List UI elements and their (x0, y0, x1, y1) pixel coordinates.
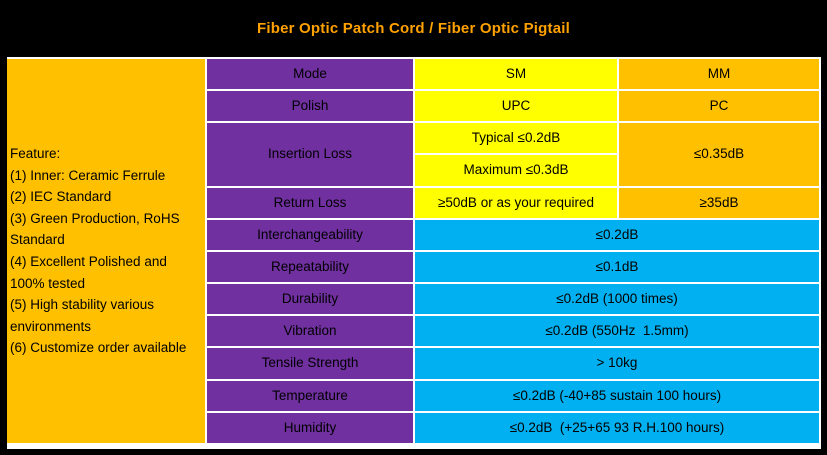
value-tensile-strength: > 10kg (415, 348, 819, 379)
row-label-repeatability: Repeatability (207, 251, 413, 283)
row-label-return-loss: Return Loss (207, 187, 413, 218)
row-label-temperature: Temperature (207, 380, 413, 411)
row-label-interchangeability: Interchangeability (207, 219, 413, 250)
feature-line: (6) Customize order available (10, 340, 187, 356)
value-insertion-loss-typical: Typical ≤0.2dB (415, 123, 617, 154)
row-label-durability: Durability (207, 284, 413, 315)
feature-line: (2) IEC Standard (10, 189, 112, 205)
row-label-vibration: Vibration (207, 316, 413, 347)
feature-line: (1) Inner: Ceramic Ferrule (10, 167, 166, 183)
value-mode-sm: SM (415, 59, 617, 90)
row-label-mode: Mode (207, 59, 413, 90)
value-vibration: ≤0.2dB (550Hz 1.5mm) (415, 316, 819, 347)
page-title: Fiber Optic Patch Cord / Fiber Optic Pig… (256, 20, 570, 37)
value-humidity: ≤0.2dB (+25+65 93 R.H.100 hours) (415, 412, 819, 443)
value-repeatability: ≤0.1dB (415, 251, 819, 283)
row-label-tensile-strength: Tensile Strength (207, 348, 413, 379)
value-interchangeability: ≤0.2dB (415, 219, 819, 250)
value-mode-mm: MM (619, 59, 819, 90)
value-return-loss-mm: ≥35dB (619, 187, 819, 218)
row-label-humidity: Humidity (207, 412, 413, 443)
value-insertion-loss-mm: ≤0.35dB (619, 123, 819, 186)
value-polish-mm: PC (619, 91, 819, 122)
value-durability: ≤0.2dB (1000 times) (415, 284, 819, 315)
spec-table: Feature: (1) Inner: Ceramic Ferrule (2) … (7, 57, 821, 449)
feature-line: Feature: (10, 146, 61, 162)
feature-line: (5) High stability various environments (10, 297, 155, 334)
row-label-polish: Polish (207, 91, 413, 122)
value-insertion-loss-maximum: Maximum ≤0.3dB (415, 155, 617, 186)
row-label-insertion-loss: Insertion Loss (207, 123, 413, 186)
value-temperature: ≤0.2dB (-40+85 sustain 100 hours) (415, 380, 819, 411)
feature-line: (4) Excellent Polished and 100% tested (10, 253, 167, 291)
feature-panel: Feature: (1) Inner: Ceramic Ferrule (2) … (7, 59, 205, 443)
value-polish-sm: UPC (415, 91, 617, 122)
value-return-loss-sm: ≥50dB or as your required (415, 187, 617, 218)
sheet-header: Fiber Optic Patch Cord / Fiber Optic Pig… (0, 0, 827, 57)
feature-line: (3) Green Production, RoHS Standard (10, 210, 180, 248)
